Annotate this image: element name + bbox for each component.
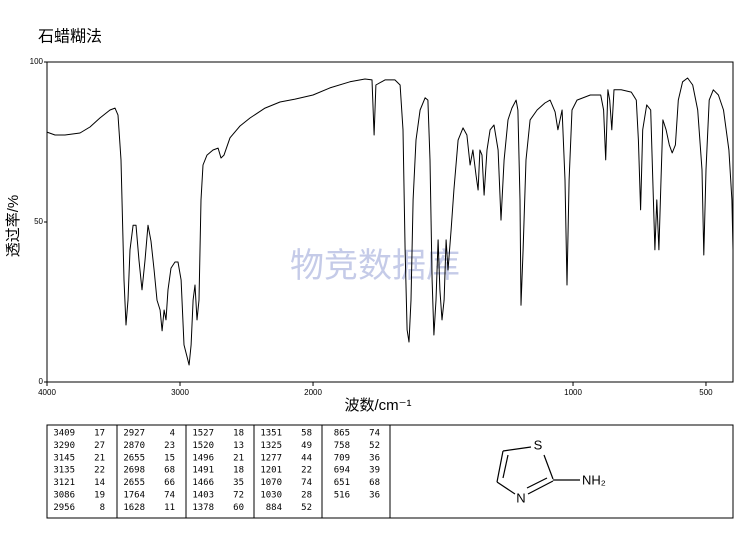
peak-wavenumber: 2655 [123, 478, 145, 488]
peak-transmittance: 13 [233, 441, 244, 451]
x-tick-label: 500 [699, 388, 713, 397]
y-tick-label: 50 [34, 217, 43, 226]
peak-wavenumber: 709 [334, 453, 350, 463]
peak-transmittance: 27 [94, 441, 105, 451]
peak-transmittance: 35 [233, 478, 244, 488]
peak-transmittance: 66 [164, 478, 175, 488]
peak-wavenumber: 1466 [192, 478, 214, 488]
x-tick-label: 4000 [38, 388, 56, 397]
peak-wavenumber: 1351 [260, 429, 282, 439]
plot-frame [46, 61, 734, 383]
atom-label: S [534, 437, 543, 452]
peak-transmittance: 72 [233, 491, 244, 501]
peak-wavenumber: 1201 [260, 466, 282, 476]
peak-wavenumber: 2870 [123, 441, 145, 451]
peak-transmittance: 14 [94, 478, 105, 488]
y-tick-label: 100 [30, 57, 44, 66]
peak-wavenumber: 1030 [260, 491, 282, 501]
peak-wavenumber: 1520 [192, 441, 214, 451]
peak-wavenumber: 1070 [260, 478, 282, 488]
peak-wavenumber: 865 [334, 429, 350, 439]
spectrum-line [46, 77, 734, 366]
peak-transmittance: 17 [94, 429, 105, 439]
peak-wavenumber: 2655 [123, 453, 145, 463]
peak-transmittance: 4 [170, 429, 175, 439]
peak-transmittance: 52 [369, 441, 380, 451]
peak-transmittance: 36 [369, 453, 380, 463]
peak-transmittance: 15 [164, 453, 175, 463]
x-tick-label: 3000 [171, 388, 189, 397]
peak-transmittance: 60 [233, 503, 244, 513]
molecule-bonds [496, 446, 580, 495]
peak-transmittance: 44 [301, 453, 312, 463]
peak-wavenumber: 3145 [53, 453, 75, 463]
peak-wavenumber: 1764 [123, 491, 145, 501]
peak-transmittance: 18 [233, 429, 244, 439]
x-axis-label: 波数/cm⁻¹ [344, 397, 411, 414]
peak-wavenumber: 3121 [53, 478, 75, 488]
peak-wavenumber: 3290 [53, 441, 75, 451]
peak-transmittance: 8 [100, 503, 105, 513]
peak-wavenumber: 1403 [192, 491, 214, 501]
peak-wavenumber: 1628 [123, 503, 145, 513]
watermark: 物竞数据库 [290, 247, 460, 285]
x-tick-label: 1000 [564, 388, 582, 397]
peak-transmittance: 18 [233, 466, 244, 476]
peak-wavenumber: 3409 [53, 429, 75, 439]
chart-title: 石蜡糊法 [38, 27, 102, 46]
peak-wavenumber: 884 [266, 503, 282, 513]
peak-wavenumber: 1491 [192, 466, 214, 476]
peak-transmittance: 52 [301, 503, 312, 513]
peak-transmittance: 74 [164, 491, 175, 501]
peak-transmittance: 19 [94, 491, 105, 501]
y-tick-label: 0 [39, 377, 44, 386]
y-axis-label: 透过率/% [5, 195, 22, 258]
peak-wavenumber: 1496 [192, 453, 214, 463]
peak-transmittance: 22 [301, 466, 312, 476]
atom-label: NH₂ [582, 472, 606, 487]
peak-transmittance: 74 [369, 429, 380, 439]
peak-wavenumber: 694 [334, 466, 350, 476]
peak-transmittance: 58 [301, 429, 312, 439]
peak-transmittance: 21 [94, 453, 105, 463]
peak-wavenumber: 651 [334, 478, 350, 488]
peak-wavenumber: 2956 [53, 503, 75, 513]
x-tick-label: 2000 [304, 388, 322, 397]
peak-wavenumber: 3086 [53, 491, 75, 501]
peak-transmittance: 28 [301, 491, 312, 501]
peak-transmittance: 11 [164, 503, 175, 513]
peak-transmittance: 36 [369, 491, 380, 501]
peak-transmittance: 49 [301, 441, 312, 451]
atom-label: N [516, 490, 525, 505]
peak-wavenumber: 1325 [260, 441, 282, 451]
peak-wavenumber: 1277 [260, 453, 282, 463]
peak-wavenumber: 1527 [192, 429, 214, 439]
peak-transmittance: 21 [233, 453, 244, 463]
peak-transmittance: 68 [164, 466, 175, 476]
peak-transmittance: 22 [94, 466, 105, 476]
peak-wavenumber: 3135 [53, 466, 75, 476]
peak-wavenumber: 2927 [123, 429, 145, 439]
peak-transmittance: 23 [164, 441, 175, 451]
peak-wavenumber: 516 [334, 491, 350, 501]
peak-transmittance: 68 [369, 478, 380, 488]
peak-transmittance: 39 [369, 466, 380, 476]
peak-wavenumber: 1378 [192, 503, 214, 513]
table-dividers [116, 425, 391, 518]
peak-wavenumber: 2698 [123, 466, 145, 476]
peak-transmittance: 74 [301, 478, 312, 488]
peak-wavenumber: 758 [334, 441, 350, 451]
